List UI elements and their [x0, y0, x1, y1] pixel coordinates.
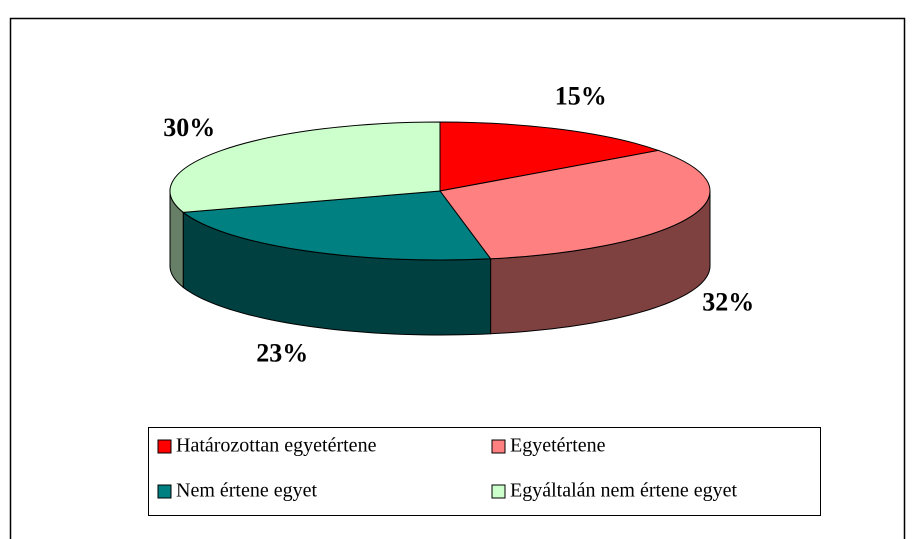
legend-label: Egyetértene — [510, 435, 606, 457]
legend-label: Határozottan egyetértene — [176, 435, 377, 457]
legend-swatch — [157, 439, 172, 454]
data-label: 15% — [555, 81, 607, 110]
pie-tops — [169, 121, 711, 261]
data-labels: 15% 32% 23% 30% — [163, 81, 754, 367]
legend-label: Egyáltalán nem értene egyet — [510, 480, 738, 502]
chart-frame — [9, 17, 906, 539]
legend-swatch — [491, 439, 506, 454]
pie-slice — [181, 190, 492, 261]
legend: Határozottan egyetértene Egyetértene Nem é… — [157, 435, 738, 502]
legend-swatch — [491, 484, 506, 499]
legend-box — [148, 427, 821, 516]
pie-slice — [439, 121, 661, 192]
pie-slice — [169, 121, 441, 213]
data-label: 23% — [256, 338, 308, 367]
legend-swatch — [157, 484, 172, 499]
legend-label: Nem értene egyet — [176, 480, 317, 502]
data-label: 32% — [702, 287, 754, 316]
data-label: 30% — [163, 113, 215, 142]
pie-slice — [439, 149, 711, 260]
